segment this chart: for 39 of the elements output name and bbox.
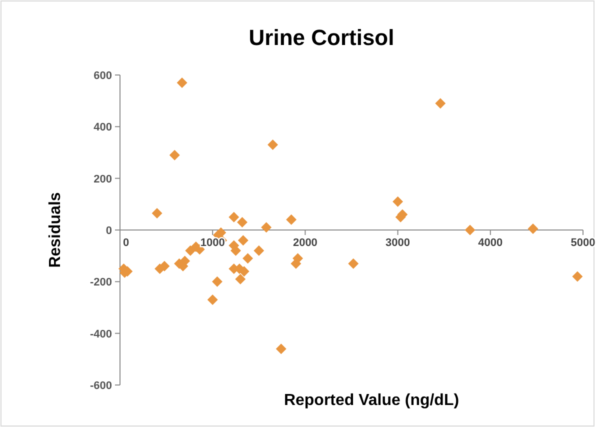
chart-title: Urine Cortisol xyxy=(248,25,394,50)
point xyxy=(235,274,246,284)
x-tick-label: 3000 xyxy=(386,237,410,249)
x-tick-label: 0 xyxy=(122,237,130,249)
point xyxy=(528,223,538,234)
y-tick-label: -200 xyxy=(90,276,112,289)
point xyxy=(261,222,272,233)
point xyxy=(216,227,226,238)
point xyxy=(238,235,248,246)
point xyxy=(176,78,188,88)
x-axis-title: Reported Value (ng/dL) xyxy=(284,392,460,409)
point xyxy=(169,150,180,160)
y-tick-label: -400 xyxy=(90,328,112,340)
point xyxy=(159,260,170,272)
y-tick-label: 0 xyxy=(106,225,112,237)
point xyxy=(152,208,162,218)
point xyxy=(207,294,218,305)
y-tick-label: 400 xyxy=(94,122,112,134)
point xyxy=(435,98,446,109)
point xyxy=(392,196,404,207)
point xyxy=(286,214,297,225)
y-tick-label: 200 xyxy=(94,173,112,186)
point xyxy=(212,276,222,287)
point xyxy=(572,271,583,282)
point xyxy=(254,245,264,256)
y-axis-title: Residuals xyxy=(47,192,64,268)
x-tick-label: 2000 xyxy=(292,237,318,249)
point xyxy=(276,344,286,354)
point xyxy=(268,140,278,150)
point xyxy=(348,258,359,269)
point xyxy=(464,224,476,236)
point xyxy=(228,212,240,222)
point xyxy=(242,253,254,264)
point xyxy=(236,217,248,228)
y-tick-label: -600 xyxy=(90,380,112,392)
point xyxy=(185,245,196,256)
y-tick-label: 600 xyxy=(94,70,112,82)
x-tick-label: 5000 xyxy=(570,237,596,249)
x-tick-label: 4000 xyxy=(478,237,503,249)
